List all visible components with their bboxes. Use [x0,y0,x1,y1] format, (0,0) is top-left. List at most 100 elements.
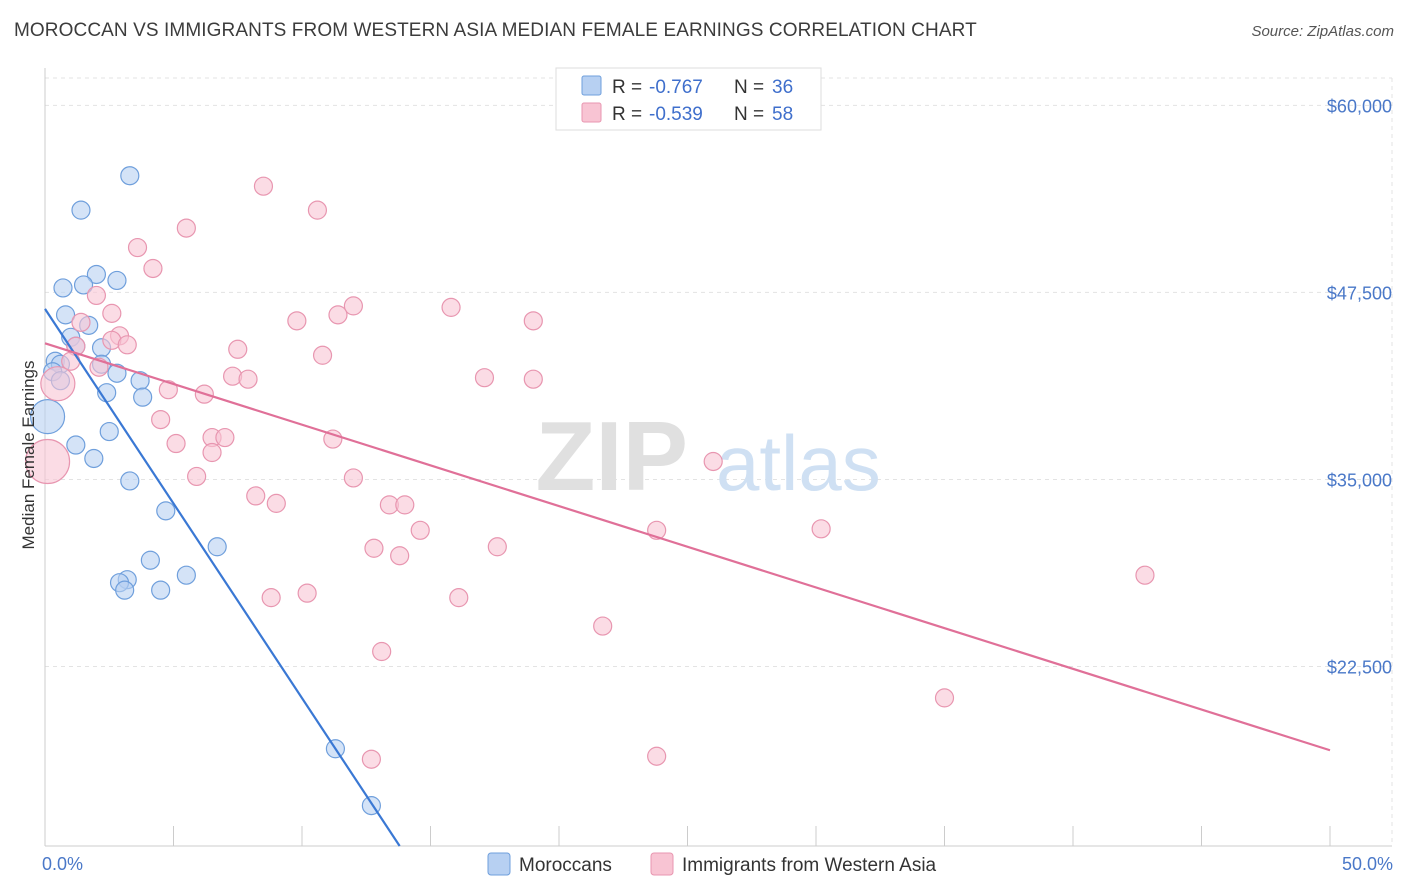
western-asia-point [323,429,343,449]
y-tick-label: $22,500 [1327,657,1392,677]
series-legend-swatch-western-asia [650,852,674,876]
western-asia-point [487,537,507,557]
western-asia-point [261,588,281,608]
moroccan-point [120,166,140,186]
western-asia-point [441,297,461,317]
western-asia-point [1135,565,1155,585]
western-asia-point [117,335,137,355]
western-asia-point [246,486,266,506]
western-asia-point [364,538,384,558]
western-asia-point [307,200,328,220]
western-asia-point [474,368,495,388]
western-asia-point [811,519,831,539]
western-asia-point [166,433,186,454]
western-asia-point [187,466,207,487]
legend-n-value-1: 36 [772,77,793,98]
moroccan-point [99,421,119,442]
western-asia-point [343,468,363,488]
western-asia-point [593,616,613,636]
western-asia-point [176,218,196,238]
western-asia-point [102,303,122,323]
western-asia-trend-line [44,342,1331,752]
moroccan-point [151,580,171,600]
western-asia-point [287,311,307,331]
moroccan-point [55,305,76,325]
western-asia-point [312,345,333,365]
legend-r-value-1: -0.767 [649,77,703,98]
western-asia-point [86,285,107,306]
western-asia-point [297,583,317,603]
western-asia-point [253,176,274,196]
western-asia-point [127,237,148,258]
y-tick-label: $47,500 [1327,283,1392,303]
western-asia-point [215,427,235,448]
western-asia-point [202,442,222,463]
stats-legend: R = -0.767 N = 36 R = -0.539 N = 58 [555,67,822,131]
series-legend: Moroccans Immigrants from Western Asia [487,852,937,876]
moroccan-point [156,501,176,521]
western-asia-point [266,493,286,513]
western-asia-point [523,369,543,389]
western-asia-point [523,311,543,331]
points-layer [24,166,1155,816]
western-asia-point [328,305,348,325]
western-asia-point [361,749,381,769]
western-asia-point [395,495,415,515]
western-asia-point [343,296,363,316]
western-asia-point [40,366,76,402]
western-asia-point [71,312,91,332]
y-tick-label: $35,000 [1327,470,1392,490]
legend-n-value-2: 58 [772,104,793,125]
moroccan-point [107,363,127,383]
x-tick-label: 0.0% [42,854,83,874]
western-asia-point [703,451,723,472]
moroccan-point [133,387,153,407]
legend-swatch-moroccans [581,75,602,96]
moroccan-point [66,435,86,455]
moroccan-point [140,550,160,570]
western-asia-point [934,688,955,708]
western-asia-point [24,438,71,485]
western-asia-point [372,641,392,662]
western-asia-point [238,369,258,389]
western-asia-point [143,258,163,279]
legend-r-label-1: R = [612,77,642,98]
watermark: ZIP atlas [536,401,881,511]
western-asia-point [449,588,469,608]
chart-title: MOROCCAN VS IMMIGRANTS FROM WESTERN ASIA… [14,20,977,41]
moroccan-point [86,264,107,285]
western-asia-point [390,546,410,566]
legend-n-label-1: N = [734,77,764,98]
moroccan-point [115,580,135,600]
watermark-zip: ZIP [536,401,688,511]
moroccan-trend-line [44,308,401,847]
series-legend-moroccans: Moroccans [519,855,612,876]
series-legend-swatch-moroccans [487,852,511,876]
western-asia-point [647,746,667,766]
western-asia-point [158,380,178,400]
moroccan-point [73,275,94,295]
trend-layer [44,308,1331,847]
western-asia-point [410,520,430,540]
watermark-atlas: atlas [716,419,881,507]
western-asia-point [228,339,248,359]
moroccan-point [207,537,227,557]
series-legend-western-asia: Immigrants from Western Asia [682,855,937,876]
legend-r-value-2: -0.539 [649,104,703,125]
moroccan-point [71,200,91,220]
legend-swatch-western-asia [581,102,602,123]
moroccan-point [120,471,140,491]
y-tick-label: $60,000 [1327,96,1392,116]
moroccan-point [107,270,127,291]
legend-n-label-2: N = [734,104,764,125]
moroccan-point [53,278,73,298]
moroccan-point [29,399,66,435]
moroccan-point [176,565,196,585]
legend-r-label-2: R = [612,104,642,125]
tick-labels: $60,000 $47,500 $35,000 $22,500 0.0% 50.0% [42,96,1393,874]
x-tick-label: 50.0% [1342,854,1393,874]
source-credit: Source: ZipAtlas.com [1251,23,1394,40]
y-axis-label: Median Female Earnings [19,361,38,550]
western-asia-point [151,409,171,430]
